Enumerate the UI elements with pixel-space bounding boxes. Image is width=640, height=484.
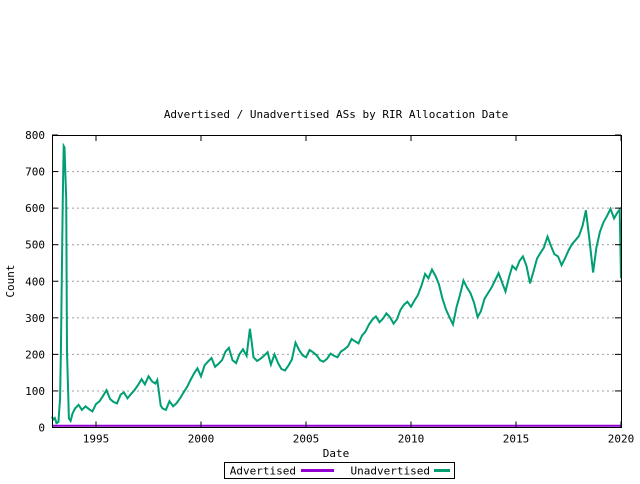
series-layer [50,142,622,427]
y-tick-label: 800 [25,129,45,142]
legend-box [224,462,455,479]
legend-label-unadvertised: Unadvertised [351,465,430,478]
y-axis-label: Count [4,264,17,297]
y-tick-label: 700 [25,166,45,179]
x-tick-label: 2005 [293,433,320,446]
legend: Advertised Unadvertised [224,462,455,479]
chart-title: Advertised / Unadvertised ASs by RIR All… [164,108,508,121]
y-tick-label: 400 [25,275,45,288]
y-tick-label: 600 [25,202,45,215]
y-tick-label: 500 [25,239,45,252]
x-axis-label: Date [323,447,350,460]
tick-layer [52,134,622,428]
y-tick-label: 200 [25,348,45,361]
grid-layer [52,171,621,392]
series-line-unadvertised [50,142,622,425]
x-tick-label: 2000 [188,433,215,446]
x-tick-label: 2020 [608,433,635,446]
y-tick-label: 0 [38,422,45,435]
y-tick-label: 100 [25,385,45,398]
x-tick-label: 2015 [503,433,530,446]
x-tick-label: 2010 [398,433,425,446]
y-tick-label: 300 [25,312,45,325]
tick-label-layer: 0 100 200 300 400 500 600 700 800 1995 2000 2005 201… [25,129,634,446]
legend-label-advertised: Advertised [230,465,296,478]
x-tick-label: 1995 [83,433,110,446]
